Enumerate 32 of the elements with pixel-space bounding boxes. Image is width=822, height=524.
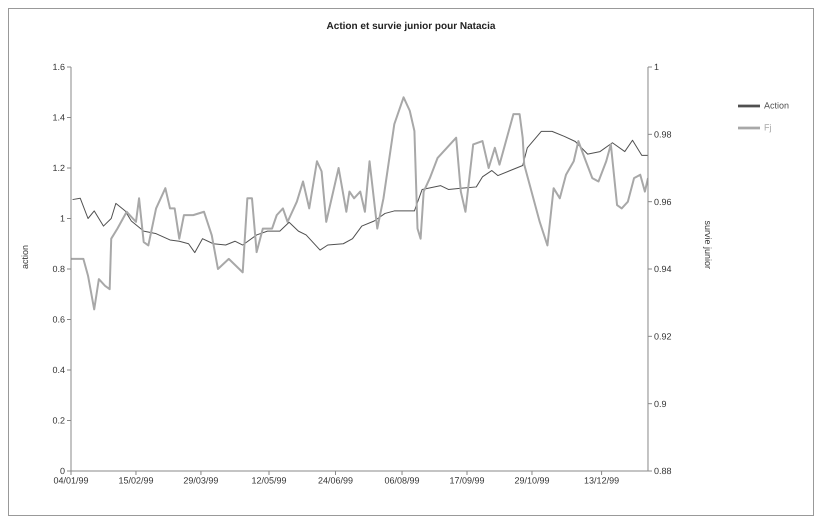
- y2-tick-label: 0.96: [654, 196, 672, 207]
- y-tick-label: 1.4: [52, 112, 65, 123]
- y-tick-label: 0.2: [52, 416, 65, 426]
- y-axis-title: action: [20, 244, 30, 269]
- y-tick-label: 0.6: [52, 314, 65, 325]
- y-tick-label: 0.8: [52, 264, 65, 274]
- y-tick-label: 0: [60, 466, 65, 476]
- legend-label: Action: [764, 100, 789, 110]
- y-tick-label: 1.2: [52, 163, 65, 174]
- y-tick-label: 0.4: [52, 365, 65, 376]
- y2-tick-label: 0.94: [654, 264, 672, 274]
- x-tick-label: 29/10/99: [514, 475, 550, 486]
- y-tick-label: 1.6: [52, 62, 65, 72]
- x-tick-label: 29/03/99: [183, 475, 218, 486]
- x-tick-label: 17/09/99: [449, 475, 485, 486]
- y2-tick-label: 0.98: [654, 130, 672, 140]
- legend-label: Fj: [764, 122, 772, 132]
- y2-tick-label: 1: [654, 62, 659, 72]
- y-tick-label: 1: [60, 214, 65, 224]
- y2-tick-label: 0.92: [654, 332, 672, 342]
- x-tick-label: 04/01/99: [53, 475, 89, 486]
- y2-axis-title: survie junior: [702, 220, 713, 269]
- x-tick-label: 15/02/99: [118, 475, 154, 486]
- x-tick-label: 06/08/99: [384, 475, 420, 486]
- y2-tick-label: 0.88: [654, 466, 672, 476]
- line-series: [71, 96, 648, 310]
- x-tick-label: 13/12/99: [584, 475, 620, 486]
- y2-tick-label: 0.9: [654, 398, 666, 409]
- x-tick-label: 24/06/99: [318, 475, 354, 486]
- chart-title: Action et survie junior pour Natacia: [326, 21, 496, 34]
- x-tick-label: 12/05/99: [251, 475, 287, 486]
- line-series: [72, 130, 648, 254]
